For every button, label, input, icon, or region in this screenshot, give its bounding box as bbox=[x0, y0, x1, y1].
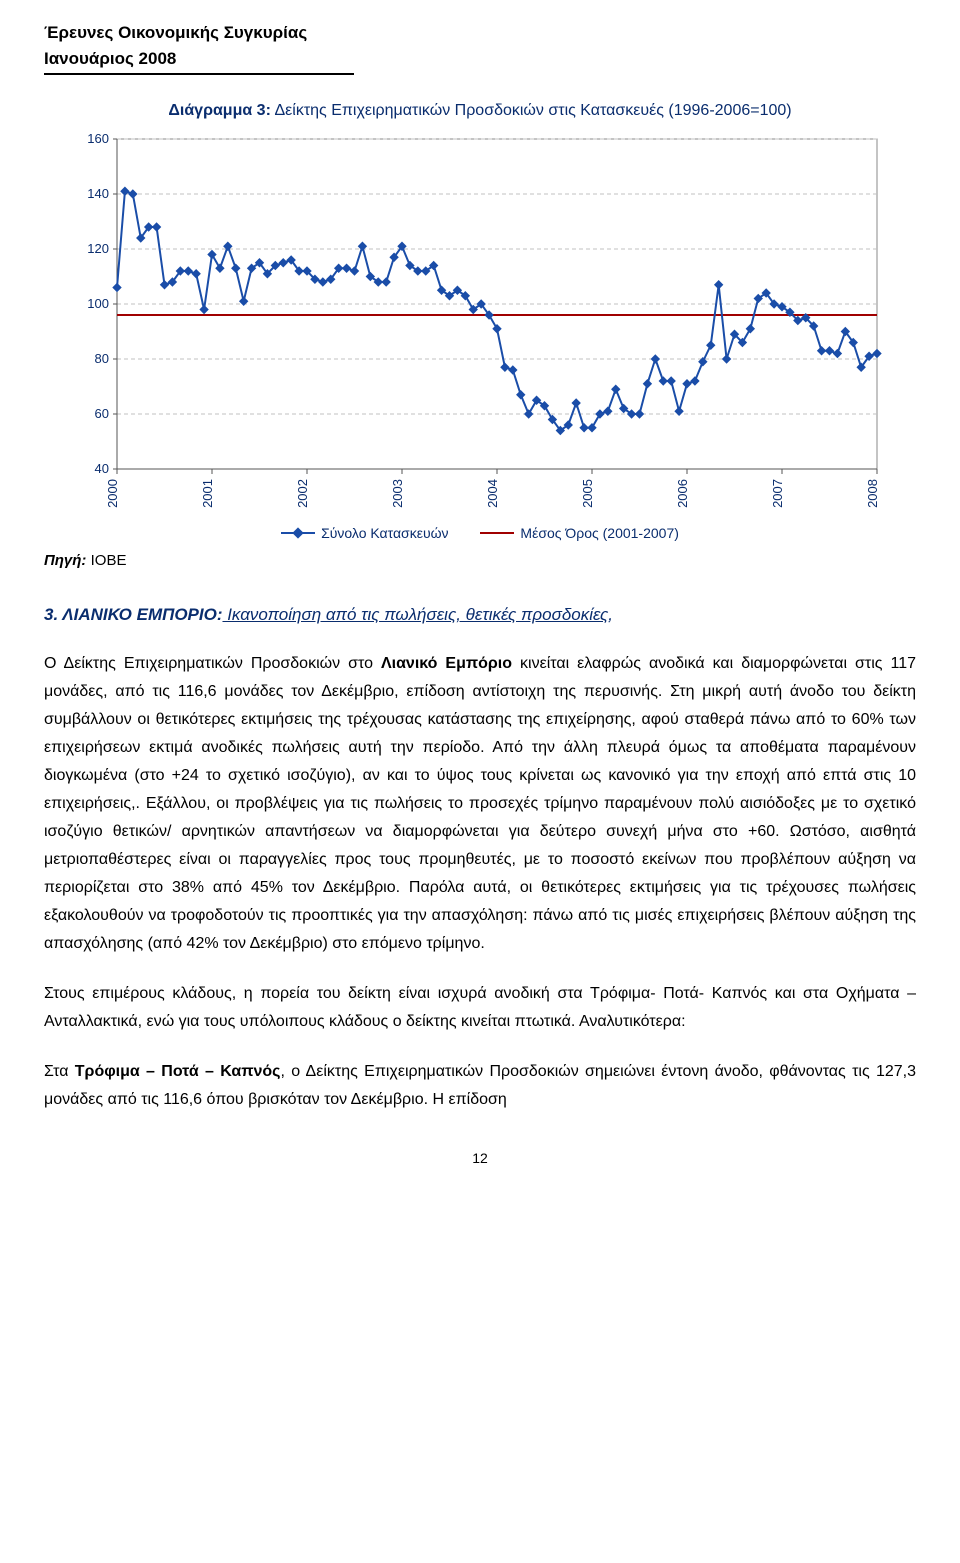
svg-text:80: 80 bbox=[95, 351, 109, 366]
source-label: Πηγή: bbox=[44, 552, 86, 569]
chart-title-rest: Δείκτης Επιχειρηματικών Προσδοκιών στις … bbox=[271, 102, 792, 119]
svg-text:60: 60 bbox=[95, 406, 109, 421]
legend-series-label: Σύνολο Κατασκευών bbox=[321, 523, 448, 544]
chart-legend: Σύνολο Κατασκευών Μέσος Όρος (2001-2007) bbox=[44, 519, 916, 544]
svg-text:2002: 2002 bbox=[295, 479, 310, 508]
svg-text:2005: 2005 bbox=[580, 479, 595, 508]
svg-text:2008: 2008 bbox=[865, 479, 880, 508]
paragraph-2: Στους επιμέρους κλάδους, η πορεία του δε… bbox=[44, 980, 916, 1036]
legend-mean: Μέσος Όρος (2001-2007) bbox=[480, 523, 678, 544]
svg-text:160: 160 bbox=[87, 131, 109, 146]
legend-series-swatch bbox=[281, 532, 315, 534]
p1-t2: κινείται ελαφρώς ανοδικά και διαμορφώνετ… bbox=[44, 655, 916, 952]
svg-text:120: 120 bbox=[87, 241, 109, 256]
section-3-after: Ικανοποίηση από τις πωλήσεις, θετικές πρ… bbox=[222, 605, 608, 624]
legend-mean-swatch bbox=[480, 532, 514, 534]
chart-svg: 40 60 80 100 120 140 160 2000 2001 2002 2003 2004 20… bbox=[73, 131, 887, 511]
section-3-heading: 3. ΛΙΑΝΙΚΟ ΕΜΠΟΡΙΟ: Ικανοποίηση από τις … bbox=[44, 602, 916, 628]
svg-text:140: 140 bbox=[87, 186, 109, 201]
section-3-num-label: 3. ΛΙΑΝΙΚΟ ΕΜΠΟΡΙΟ: bbox=[44, 605, 222, 624]
chart-source: Πηγή: ΙΟΒΕ bbox=[44, 550, 916, 573]
svg-text:2003: 2003 bbox=[390, 479, 405, 508]
header-subtitle: Ιανουάριος 2008 bbox=[44, 46, 916, 72]
paragraph-3: Στα Τρόφιμα – Ποτά – Καπνός, ο Δείκτης Ε… bbox=[44, 1058, 916, 1114]
page-number: 12 bbox=[44, 1148, 916, 1169]
chart-title-prefix: Διάγραμμα 3: bbox=[168, 102, 271, 119]
header-title: Έρευνες Οικονομικής Συγκυρίας bbox=[44, 20, 916, 46]
header-underline bbox=[44, 73, 354, 75]
section-3-trailing: , bbox=[608, 605, 613, 624]
svg-text:2006: 2006 bbox=[675, 479, 690, 508]
svg-text:2000: 2000 bbox=[105, 479, 120, 508]
p1-t1: Ο Δείκτης Επιχειρηματικών Προσδοκιών στο bbox=[44, 655, 381, 672]
chart-container: 40 60 80 100 120 140 160 2000 2001 2002 2003 2004 20… bbox=[44, 131, 916, 511]
svg-text:100: 100 bbox=[87, 296, 109, 311]
svg-text:40: 40 bbox=[95, 461, 109, 476]
diamond-icon bbox=[292, 527, 303, 538]
legend-series: Σύνολο Κατασκευών bbox=[281, 523, 448, 544]
source-value: ΙΟΒΕ bbox=[86, 552, 126, 569]
chart-title: Διάγραμμα 3: Δείκτης Επιχειρηματικών Προ… bbox=[44, 99, 916, 123]
page-header: Έρευνες Οικονομικής Συγκυρίας Ιανουάριος… bbox=[44, 20, 916, 75]
legend-mean-label: Μέσος Όρος (2001-2007) bbox=[520, 523, 678, 544]
svg-text:2007: 2007 bbox=[770, 479, 785, 508]
p3-t1: Στα bbox=[44, 1063, 75, 1080]
p1-b1: Λιανικό Εμπόριο bbox=[381, 655, 512, 672]
paragraph-1: Ο Δείκτης Επιχειρηματικών Προσδοκιών στο… bbox=[44, 650, 916, 958]
p3-b1: Τρόφιμα – Ποτά – Καπνός bbox=[75, 1063, 281, 1080]
svg-text:2001: 2001 bbox=[200, 479, 215, 508]
svg-text:2004: 2004 bbox=[485, 479, 500, 508]
